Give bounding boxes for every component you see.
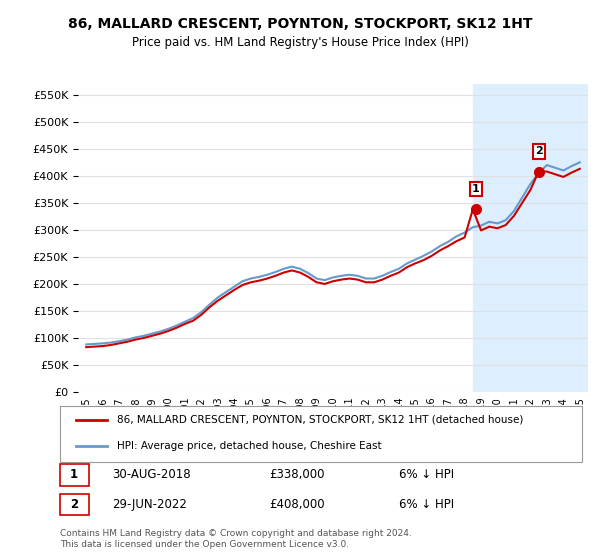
Text: Contains HM Land Registry data © Crown copyright and database right 2024.
This d: Contains HM Land Registry data © Crown c…	[60, 529, 412, 549]
FancyBboxPatch shape	[60, 406, 582, 462]
FancyBboxPatch shape	[60, 494, 89, 515]
Text: 29-JUN-2022: 29-JUN-2022	[112, 498, 187, 511]
Text: £338,000: £338,000	[269, 468, 325, 482]
Text: 86, MALLARD CRESCENT, POYNTON, STOCKPORT, SK12 1HT: 86, MALLARD CRESCENT, POYNTON, STOCKPORT…	[68, 17, 532, 31]
Text: 86, MALLARD CRESCENT, POYNTON, STOCKPORT, SK12 1HT (detached house): 86, MALLARD CRESCENT, POYNTON, STOCKPORT…	[118, 415, 524, 425]
Text: 2: 2	[70, 498, 78, 511]
Text: 30-AUG-2018: 30-AUG-2018	[112, 468, 191, 482]
Text: £408,000: £408,000	[269, 498, 325, 511]
Text: 1: 1	[472, 184, 479, 194]
Text: Price paid vs. HM Land Registry's House Price Index (HPI): Price paid vs. HM Land Registry's House …	[131, 36, 469, 49]
Text: 6% ↓ HPI: 6% ↓ HPI	[400, 498, 454, 511]
Bar	[473, 84, 588, 392]
Text: 2: 2	[535, 146, 542, 156]
Text: 6% ↓ HPI: 6% ↓ HPI	[400, 468, 454, 482]
Text: HPI: Average price, detached house, Cheshire East: HPI: Average price, detached house, Ches…	[118, 441, 382, 451]
FancyBboxPatch shape	[60, 464, 89, 486]
Text: 1: 1	[70, 468, 78, 482]
